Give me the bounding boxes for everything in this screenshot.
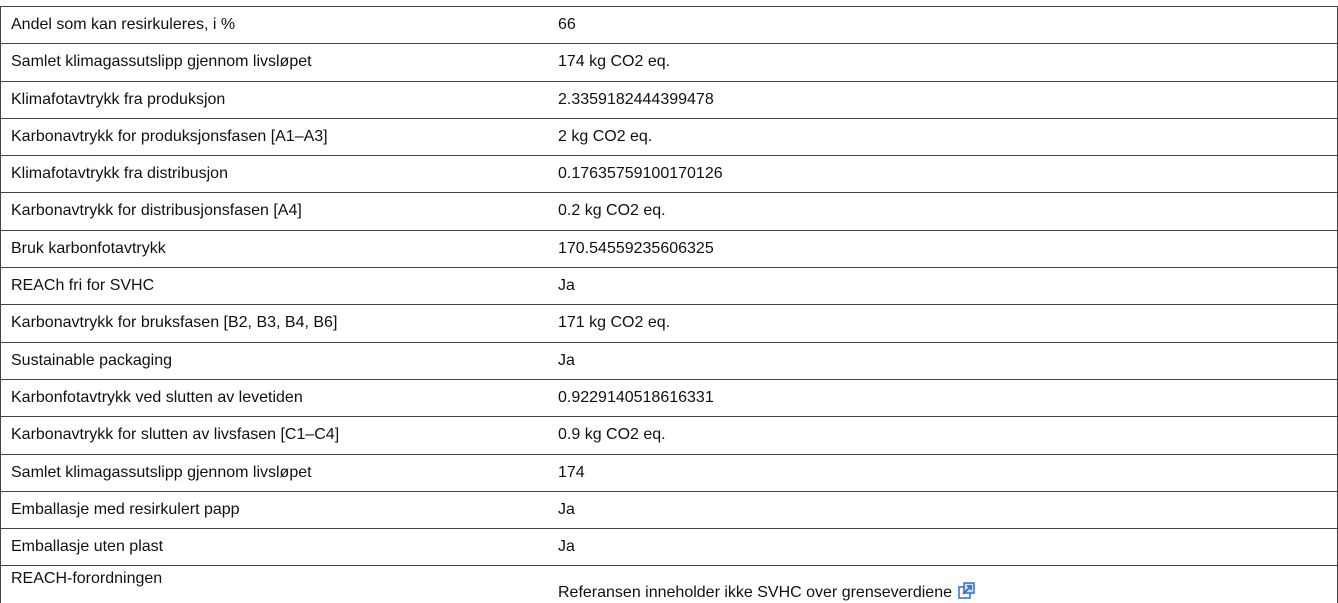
property-name: Emballasje med resirkulert papp (11, 500, 240, 518)
table-row: Samlet klimagassutslipp gjennom livsløpe… (1, 43, 1337, 80)
table-row: Emballasje med resirkulert papp Ja (1, 490, 1337, 528)
table-row: Bruk karbonfotavtrykk 170.54559235606325 (1, 229, 1337, 267)
property-value: 171 kg CO2 eq. (558, 314, 670, 332)
property-name: Klimafotavtrykk fra produksjon (11, 90, 226, 108)
value-text: 2.3359182444399478 (558, 90, 714, 108)
property-name: Karbonavtrykk for bruksfasen [B2, B3, B4… (11, 314, 338, 332)
property-value: 66 (558, 16, 576, 34)
value-text: 0.17635759100170126 (558, 165, 723, 183)
value-text: Ja (558, 351, 575, 369)
property-value: 2 kg CO2 eq. (558, 128, 652, 146)
table-row: Sustainable packaging Ja (1, 341, 1337, 379)
table-row: Klimafotavtrykk fra produksjon 2.33591824… (1, 80, 1337, 118)
table-row: REACH-forordningen Referansen inneholder … (1, 565, 1337, 602)
property-name: Emballasje uten plast (11, 538, 164, 556)
value-text: 66 (558, 16, 576, 33)
external-link-icon[interactable] (958, 582, 975, 600)
property-value: 174 (558, 464, 585, 482)
value-text: 2 kg CO2 eq. (558, 127, 653, 145)
value-text: 174 (558, 463, 585, 481)
value-text: 0.9 kg CO2 eq. (558, 426, 666, 444)
property-value: 0.17635759100170126 (558, 165, 723, 183)
value-text: 0.2 kg CO2 eq. (558, 202, 666, 220)
table-row: Andel som kan resirkuleres, i % 66 (1, 6, 1337, 43)
property-value: 2.3359182444399478 (558, 91, 714, 109)
property-name: Karbonavtrykk for produksjonsfasen [A1–A… (11, 127, 328, 145)
property-value: Ja (558, 538, 575, 556)
property-name: Karbonavtrykk for distribusjonsfasen [A4… (11, 202, 302, 220)
table-row: Karbonavtrykk for bruksfasen [B2, B3, B4… (1, 304, 1337, 341)
property-value: 0.9 kg CO2 eq. (558, 426, 666, 444)
value-text: 171 kg CO2 eq. (558, 314, 671, 332)
property-name: Sustainable packaging (11, 351, 173, 369)
property-value: Ja (558, 352, 575, 370)
table-row: Samlet klimagassutslipp gjennom livsløpe… (1, 453, 1337, 491)
value-text: 170.54559235606325 (558, 239, 714, 257)
value-text: Ja (558, 277, 575, 295)
property-value: Referansen inneholder ikke SVHC over gre… (558, 582, 975, 602)
value-text: 0.9229140518616331 (558, 388, 714, 406)
table-row: Karbonavtrykk for slutten av livsfasen [… (1, 416, 1337, 453)
value-text: 174 kg CO2 eq. (558, 53, 671, 71)
property-value: 174 kg CO2 eq. (558, 53, 670, 71)
property-value: 0.2 kg CO2 eq. (558, 202, 666, 220)
table-row: REACh fri for SVHC Ja (1, 267, 1337, 304)
property-name: REACh fri for SVHC (11, 277, 155, 295)
table-row: Emballasje uten plast Ja (1, 528, 1337, 565)
value-text: Ja (558, 500, 575, 518)
value-text: Referansen inneholder ikke SVHC over gre… (558, 584, 952, 602)
property-name: REACH-forordningen (11, 570, 163, 588)
value-text: Ja (558, 538, 575, 556)
table-row: Karbonavtrykk for distribusjonsfasen [A4… (1, 192, 1337, 229)
property-value: Ja (558, 277, 575, 295)
property-value: 170.54559235606325 (558, 240, 714, 258)
property-name: Samlet klimagassutslipp gjennom livsløpe… (11, 463, 312, 481)
property-name: Karbonavtrykk for slutten av livsfasen [… (11, 426, 340, 444)
table-row: Klimafotavtrykk fra distribusjon 0.176357… (1, 155, 1337, 192)
property-value: 0.9229140518616331 (558, 389, 714, 407)
table-row: Karbonavtrykk for produksjonsfasen [A1–A… (1, 117, 1337, 155)
table-row: Karbonfotavtrykk ved slutten av levetide… (1, 378, 1337, 416)
property-name: Klimafotavtrykk fra distribusjon (11, 165, 228, 183)
property-name: Samlet klimagassutslipp gjennom livsløpe… (11, 53, 312, 71)
property-name: Karbonfotavtrykk ved slutten av levetide… (11, 388, 303, 406)
property-value: Ja (558, 501, 575, 519)
property-name: Bruk karbonfotavtrykk (11, 239, 166, 257)
property-name: Andel som kan resirkuleres, i % (11, 16, 236, 33)
property-table: Andel som kan resirkuleres, i % 66 Samlet … (0, 6, 1338, 603)
